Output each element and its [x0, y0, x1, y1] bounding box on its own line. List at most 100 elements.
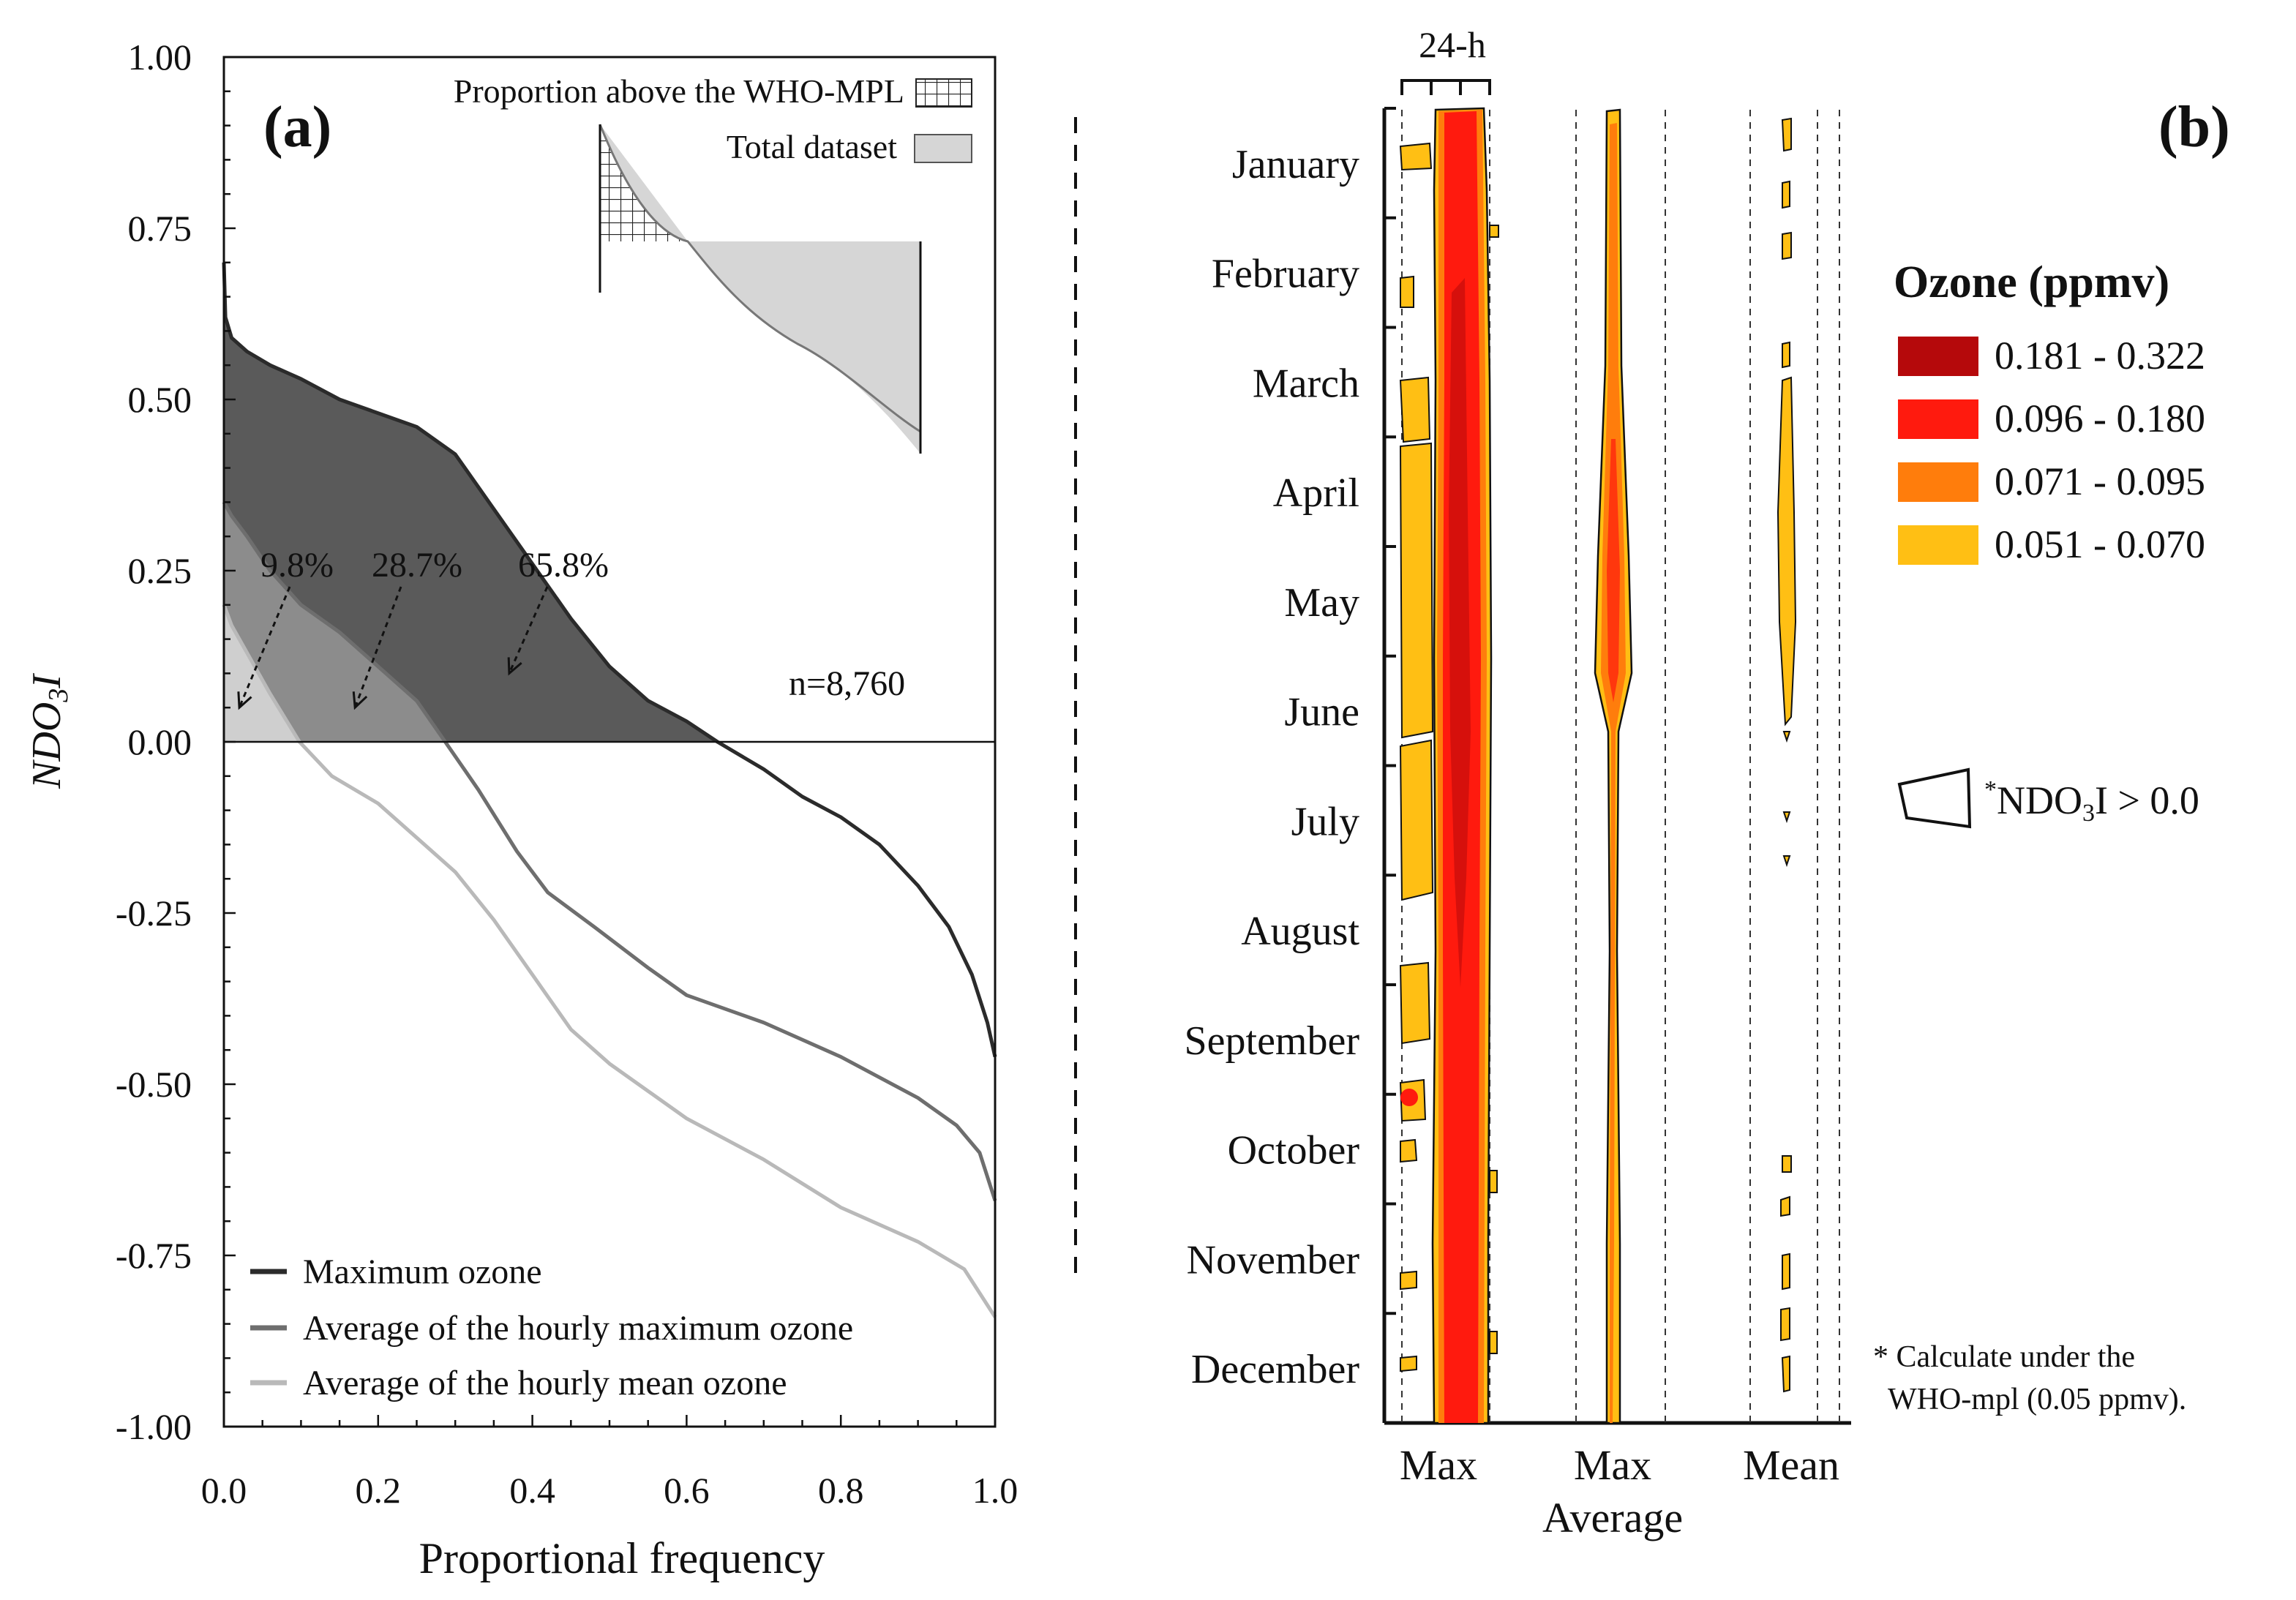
inset-legend: Proportion above the WHO-MPL Total datas…	[454, 72, 972, 454]
y-tick-label: 0.25	[128, 550, 192, 591]
footnote-line-1: * Calculate under the	[1873, 1340, 2135, 1374]
max-ribbon-darkred	[1449, 278, 1471, 988]
y-tick-label: 0.75	[128, 208, 192, 249]
y-tick-label: 0.50	[128, 379, 192, 420]
y-tick-label: 1.00	[128, 37, 192, 78]
inset-curve	[599, 124, 921, 433]
panel-a-series-lines	[222, 262, 997, 1318]
maxavg-ribbon-orange	[1601, 123, 1626, 1423]
x-tick-label: 0.2	[356, 1470, 402, 1511]
x-tick-label: 0.4	[509, 1470, 555, 1511]
legend-label-maximum: Maximum ozone	[303, 1252, 542, 1291]
column-label-mean: Mean	[1743, 1441, 1839, 1489]
column-mean-heatmap	[1777, 117, 1797, 1393]
month-label: January	[1232, 142, 1359, 187]
legend-swatch	[1898, 525, 1978, 565]
arrow-0	[238, 586, 291, 708]
legend-range-label: 0.096 - 0.180	[1995, 397, 2205, 440]
y-axis-title: NDO3I	[24, 673, 74, 789]
panel-a-y-tick-labels: 1.00 0.75 0.50 0.25 0.00 -0.25 -0.50 -0.75 -1.00	[116, 37, 192, 1447]
max-left-fringe	[1399, 142, 1434, 1372]
series-line-1	[222, 501, 997, 1201]
fill-area-2	[224, 604, 300, 742]
x-tick-label: 1.0	[972, 1470, 1018, 1511]
arrow-head-0	[237, 691, 252, 710]
legend-label-hourly-mean: Average of the hourly mean ozone	[303, 1364, 787, 1402]
panel-a-x-tick-labels: 0.0 0.2 0.4 0.6 0.8 1.0	[201, 1470, 1018, 1511]
month-label: December	[1191, 1347, 1359, 1392]
x-axis-title: Proportional frequency	[419, 1534, 825, 1582]
legend-range-label: 0.071 - 0.095	[1995, 459, 2205, 503]
month-label: March	[1253, 361, 1359, 406]
max-hotspot	[1400, 1089, 1418, 1106]
outline-legend-swatch	[1897, 767, 1972, 829]
y-tick-label: 0.00	[128, 721, 192, 762]
legend-label-hourly-maximum: Average of the hourly maximum ozone	[303, 1309, 853, 1348]
month-label: August	[1241, 909, 1359, 954]
total-dataset-swatch	[914, 134, 972, 163]
panel-a-annotations: 9.8% 28.7% 65.8%	[237, 546, 609, 710]
month-label: February	[1212, 252, 1359, 297]
panel-b-month-labels: January February March April May June July Augu…	[1185, 142, 1360, 1392]
inset-total-area	[600, 124, 920, 454]
legend-swatch	[1898, 462, 1978, 502]
ozone-legend-items: 0.181 - 0.322 0.096 - 0.180 0.071 - 0.095 0…	[1898, 334, 2205, 566]
y-tick-label: -1.00	[116, 1406, 192, 1447]
fill-area-1	[224, 502, 446, 742]
fill-area-0	[224, 262, 718, 742]
crosshatch-swatch	[915, 78, 972, 108]
footnote: * Calculate under the WHO-mpl (0.05 ppmv…	[1873, 1340, 2186, 1416]
legend-range-label: 0.051 - 0.070	[1995, 522, 2205, 566]
footnote-line-2: WHO-mpl (0.05 ppmv).	[1888, 1383, 2186, 1416]
month-label: July	[1291, 799, 1359, 844]
inset-total-label: Total dataset	[727, 128, 897, 165]
column-label-max-average-2: Average	[1542, 1494, 1683, 1541]
legend-swatch	[1898, 399, 1978, 439]
arrow-1	[353, 586, 402, 708]
legend-swatch	[1898, 337, 1978, 376]
series-line-0	[222, 262, 997, 1058]
arrow-2	[508, 586, 549, 675]
column-max-heatmap	[1399, 107, 1499, 1424]
x-tick-label: 0.0	[201, 1470, 247, 1511]
ozone-legend-title: Ozone (ppmv)	[1894, 258, 2169, 307]
month-label: June	[1284, 690, 1359, 735]
inset-above-area	[600, 124, 688, 241]
column-label-max-average-1: Max	[1574, 1441, 1651, 1489]
panel-b-column-labels: Max Max Average Mean	[1400, 1441, 1839, 1541]
month-label: September	[1185, 1018, 1360, 1064]
y-tick-label: -0.25	[116, 893, 192, 934]
proportion-label-1: 28.7%	[372, 546, 462, 585]
sample-size-label: n=8,760	[789, 664, 905, 703]
arrow-head-2	[507, 657, 522, 676]
panel-a: 1.00 0.75 0.50 0.25 0.00 -0.25 -0.50 -0.75 -1.00…	[24, 37, 1018, 1582]
legend-range-label: 0.181 - 0.322	[1995, 334, 2205, 378]
max-right-fringe	[1489, 225, 1499, 1354]
panel-b: (b) 24-h January February March April May Jun…	[1185, 24, 2230, 1541]
proportion-label-0: 9.8%	[260, 546, 334, 585]
month-label: May	[1284, 580, 1359, 626]
24h-bracket: 24-h	[1400, 24, 1491, 95]
maxavg-ribbon-red	[1607, 439, 1620, 702]
column-max-average-heatmap	[1594, 108, 1633, 1424]
column-label-max: Max	[1400, 1441, 1477, 1489]
outline-legend: *NDO3I > 0.0	[1897, 767, 2199, 829]
panel-a-axes	[222, 56, 997, 1428]
month-label: April	[1273, 470, 1359, 516]
x-tick-label: 0.6	[664, 1470, 710, 1511]
inset-above-label: Proportion above the WHO-MPL	[454, 72, 904, 110]
proportion-label-2: 65.8%	[518, 546, 609, 585]
panel-a-label: (a)	[263, 95, 331, 159]
series-legend: Maximum ozone Average of the hourly maxi…	[250, 1252, 853, 1402]
outline-legend-label: *NDO3I > 0.0	[1984, 776, 2199, 827]
x-tick-label: 0.8	[818, 1470, 864, 1511]
panel-a-fill-areas	[224, 262, 718, 742]
arrow-head-1	[352, 691, 368, 710]
24h-label: 24-h	[1419, 24, 1486, 65]
series-line-2	[222, 604, 997, 1318]
y-tick-label: -0.50	[116, 1064, 192, 1105]
y-tick-label: -0.75	[116, 1235, 192, 1276]
month-label: October	[1228, 1128, 1360, 1173]
